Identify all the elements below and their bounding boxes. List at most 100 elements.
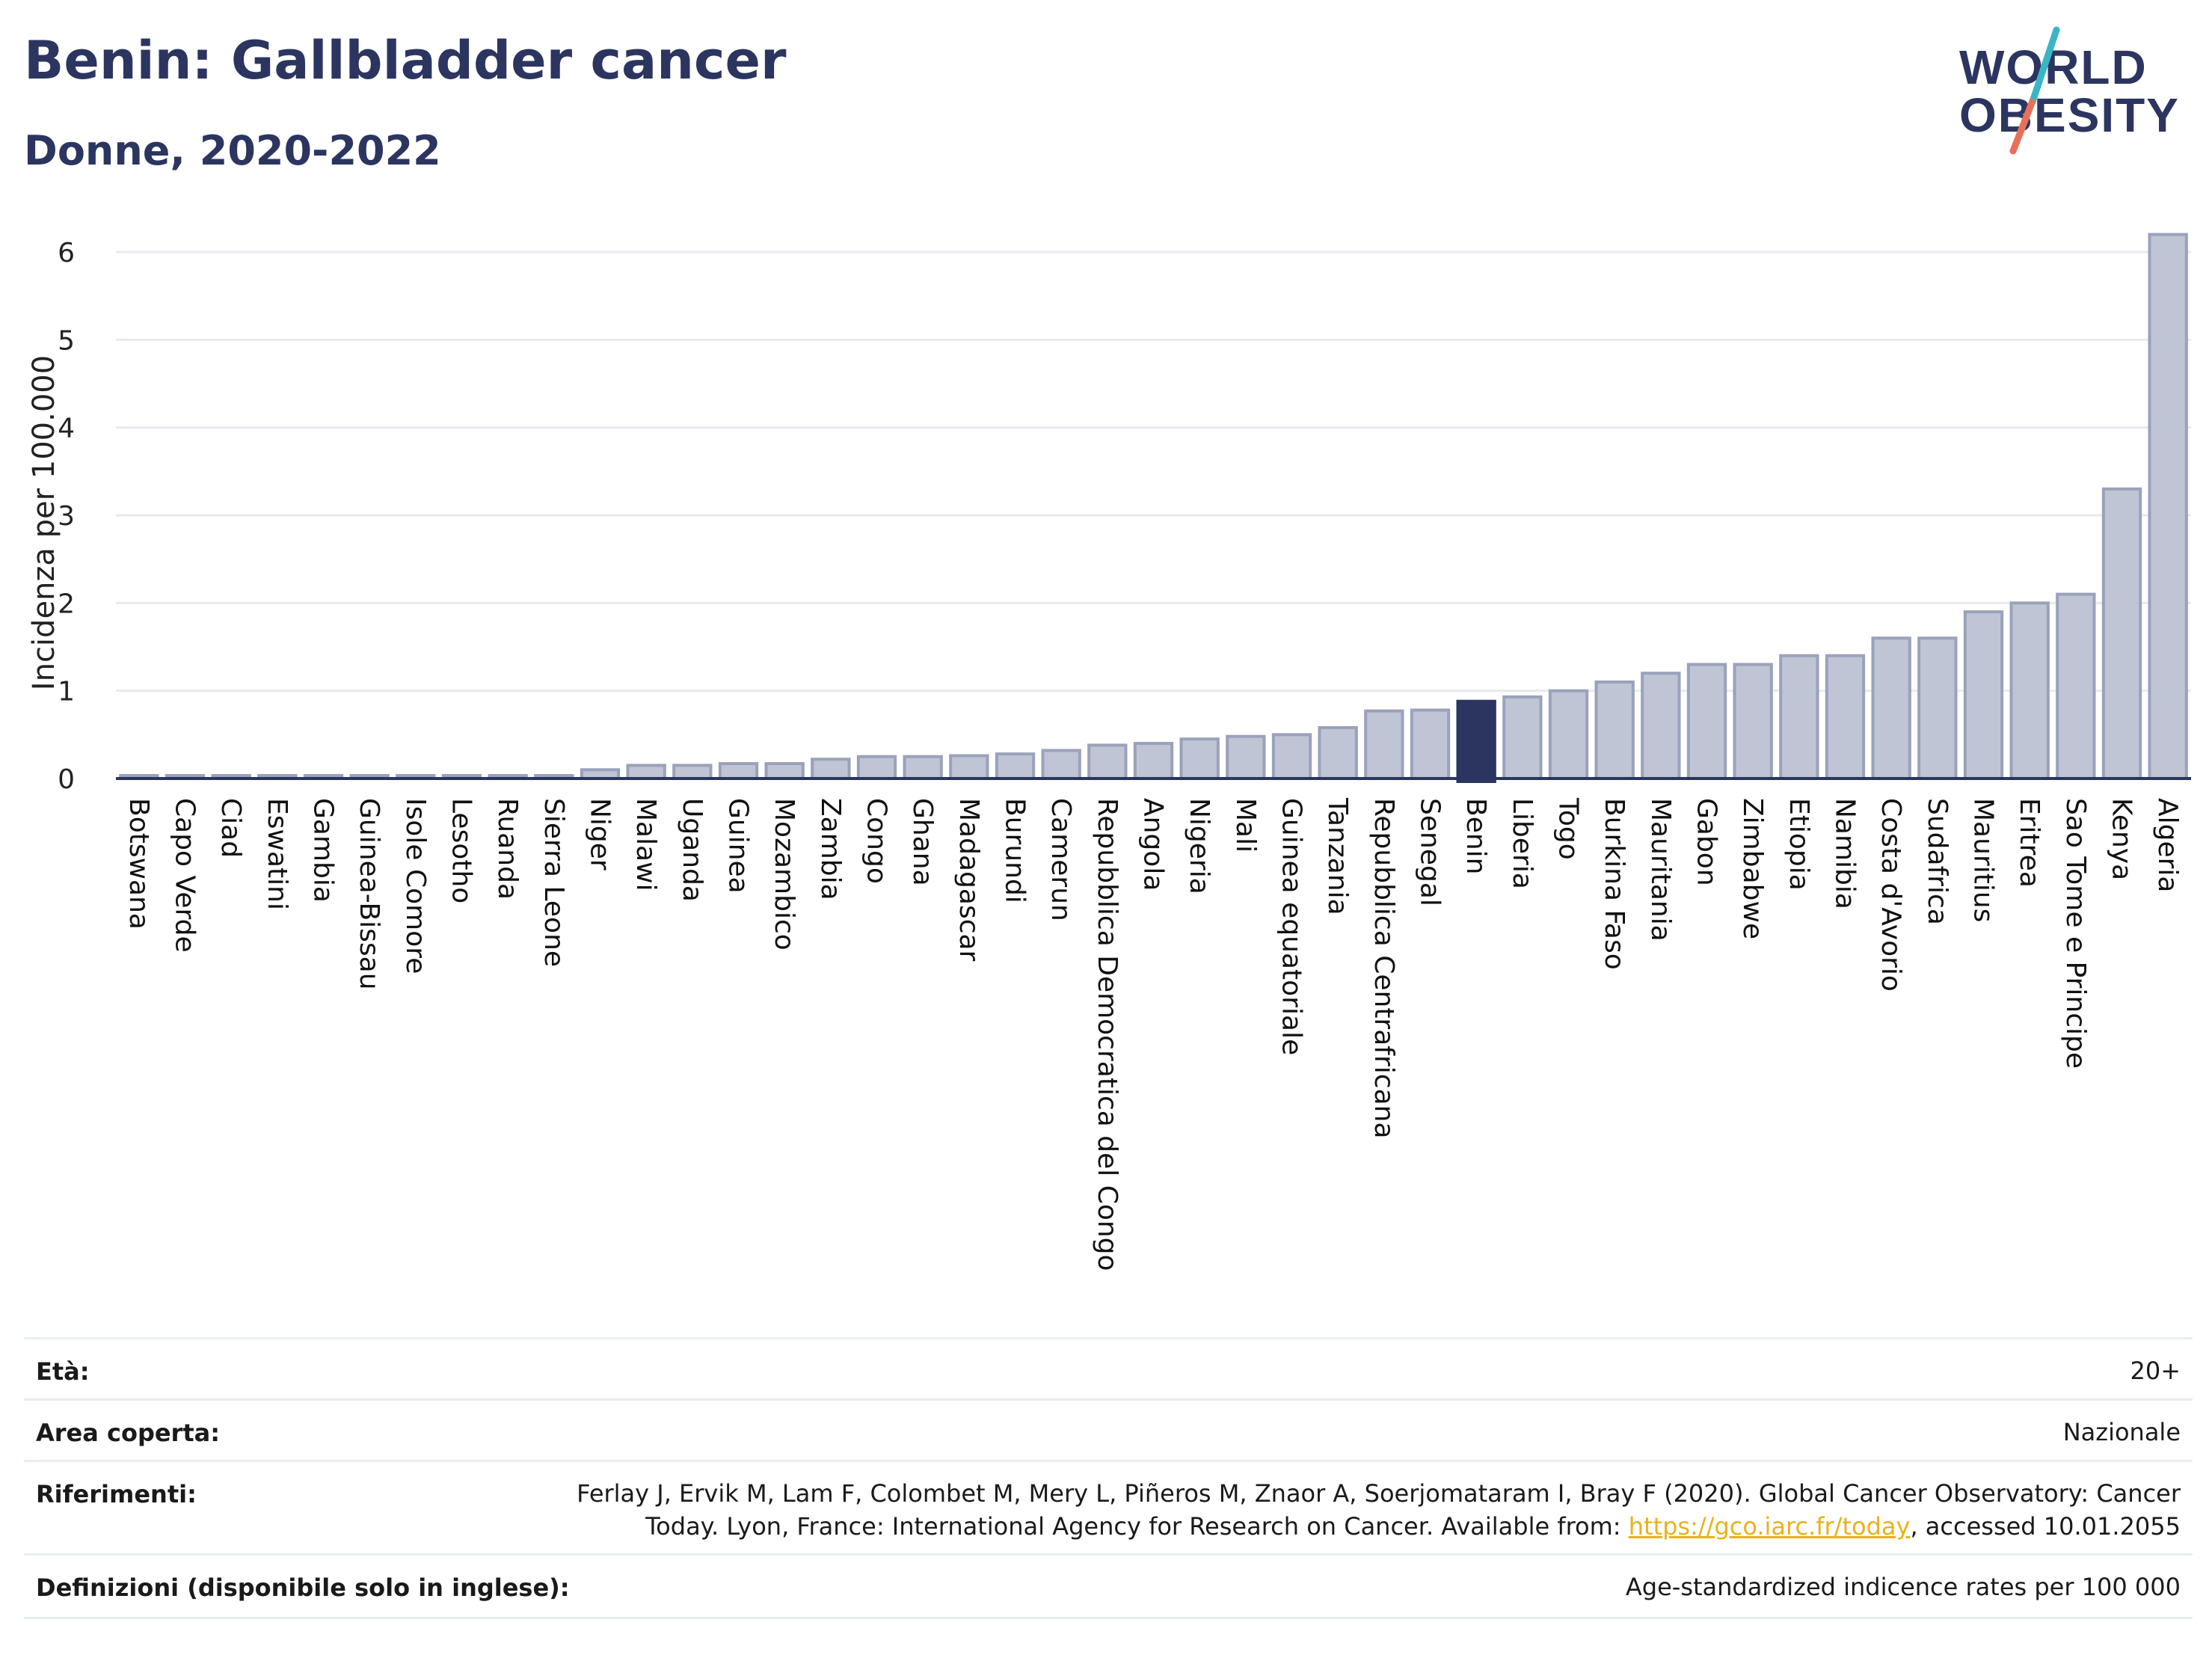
x-tick-label: Guinea equatoriale [1276,798,1307,1055]
x-tick-label: Ruanda [492,798,523,900]
bar [1133,742,1174,780]
x-tick-label: Burkina Faso [1599,798,1629,970]
bar [1271,733,1312,780]
world-obesity-logo: WORLD OBESITY [1944,22,2199,157]
x-tick-label: Mauritania [1645,798,1676,942]
x-tick-label: Nigeria [1184,798,1214,894]
bar [1502,695,1543,781]
bar [995,752,1036,780]
x-tick-label: Namibia [1830,798,1861,909]
bar [1594,680,1635,781]
x-tick-label: Benin [1460,798,1491,874]
page-subtitle: Donne, 2020-2022 [24,127,441,174]
info-value: Nazionale [2062,1418,2181,1446]
x-tick-label: Zambia [815,798,846,900]
bar [672,764,713,781]
bar [1364,709,1404,780]
bar [2009,601,2050,780]
bar [2148,233,2188,780]
bar [1733,663,1773,781]
x-tick-label: Mali [1230,798,1261,853]
bar [1871,636,1911,780]
y-tick-label: 2 [58,589,75,619]
x-tick-label: Lesotho [446,798,477,903]
x-tick-label: Senegal [1415,798,1446,906]
y-tick-label: 5 [58,325,75,356]
x-tick-label: Angola [1138,798,1169,891]
x-tick-label: Eswatini [262,798,292,910]
logo-line2: OBESITY [1959,88,2180,142]
bar [811,758,851,780]
bar [1825,654,1866,780]
bar [1318,725,1358,780]
x-tick-label: Repubblica Centrafricana [1368,798,1399,1139]
x-tick-label: Eritrea [2014,798,2044,888]
info-row-definitions: Definizioni (disponibile solo in inglese… [24,1553,2193,1619]
x-tick-label: Isole Comore [400,798,431,974]
x-tick-label: Sierra Leone [538,798,569,967]
x-tick-label: Liberia [1507,798,1537,889]
bar-chart: 0 1 2 3 4 5 6 Incidenza per 100.000 Botswana Capo… [27,233,2191,1271]
bar [1456,699,1496,783]
x-tick-label: Malawi [630,798,661,891]
info-key: Riferimenti: [36,1480,197,1508]
bar [1963,610,2004,780]
reference-text: Today. Lyon, France: International Agenc… [645,1512,1629,1541]
info-key: Definizioni (disponibile solo in inglese… [36,1573,570,1602]
bar [949,754,989,781]
x-tick-label: Zimbabwe [1737,798,1768,939]
x-tick-label: Burundi [1000,798,1030,903]
y-axis-label: Incidenza per 100.000 [27,355,61,690]
bar [903,755,943,781]
bar [1686,663,1727,781]
y-tick-label: 1 [58,677,75,707]
info-row-area: Area coperta: Nazionale [24,1398,2193,1462]
y-tick-label: 0 [58,764,75,795]
bar [1410,708,1451,780]
info-key: Età: [36,1357,90,1386]
x-tick-label: Madagascar [953,798,984,962]
info-value: Age-standardized indicence rates per 100… [1625,1573,2181,1601]
info-row-references: Riferimenti: Ferlay J, Ervik M, Lam F, C… [24,1460,2193,1556]
x-tick-label: Sudafrica [1922,798,1953,925]
x-tick-label: Gambia [308,798,339,903]
x-tick-label: Congo [861,798,892,884]
bar [626,764,666,781]
x-tick-label: Repubblica Democratica del Congo [1092,798,1122,1271]
x-tick-label: Kenya [2107,798,2137,880]
x-tick-label: Sao Tome e Principe [2060,798,2091,1069]
reference-line1: Ferlay J, Ervik M, Lam F, Colombet M, Me… [577,1479,2181,1508]
bar [1179,737,1220,781]
x-tick-label: Tanzania [1322,797,1353,915]
reference-line2: Today. Lyon, France: International Agenc… [577,1510,2181,1543]
bar [718,762,759,781]
logo-slash-icon [2009,26,2060,155]
bar [1779,654,1819,780]
reference-link[interactable]: https://gco.iarc.fr/today [1628,1512,1911,1541]
y-tick-label: 6 [58,238,75,268]
info-value: 20+ [2130,1357,2181,1385]
x-tick-label: Niger [585,798,615,871]
x-tick-label: Ghana [907,798,938,886]
y-tick-label: 3 [58,501,75,532]
bar [2101,487,2142,780]
x-tick-label: Uganda [677,798,707,902]
info-row-age: Età: 20+ [24,1337,2193,1401]
x-tick-label: Togo [1553,797,1584,860]
x-tick-label: Ciad [215,798,246,858]
bar [1641,672,1681,781]
x-tick-label: Gabon [1692,798,1722,886]
x-tick-label: Camerun [1045,798,1076,921]
bar [1917,636,1958,780]
info-key: Area coperta: [36,1419,221,1447]
bar [856,755,897,781]
bar [1548,689,1589,781]
info-value: Ferlay J, Ervik M, Lam F, Colombet M, Me… [577,1477,2181,1543]
x-tick-label: Guinea [723,798,754,894]
x-tick-label: Mozambico [769,798,799,951]
bar [1226,734,1266,780]
bar [1041,749,1081,780]
page-title: Benin: Gallbladder cancer [24,30,787,91]
bar [2056,592,2096,780]
bar [764,762,805,781]
